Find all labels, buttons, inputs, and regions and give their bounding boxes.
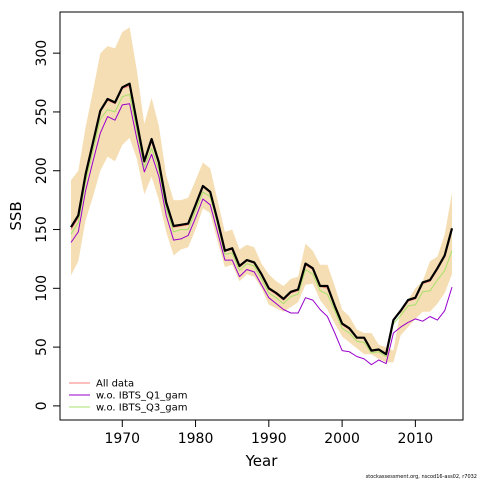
y-tick-label: 300 [34,40,50,67]
legend-label: w.o. IBTS_Q1_gam [96,391,187,402]
x-axis-title: Year [245,452,279,470]
y-axis-title: SSB [7,201,25,230]
confidence-band [71,27,452,363]
credit-text: stockassessment.org, nscod16-ass02, r703… [366,474,477,480]
y-axis: 0 50 100 150 200 250 300 [34,40,60,410]
legend-label: All data [96,379,134,390]
x-tick-label: 1990 [251,431,287,447]
plot-frame [59,11,464,421]
x-tick-label: 1980 [178,431,214,447]
y-tick-label: 50 [34,338,50,356]
y-tick-label: 250 [34,99,50,126]
x-tick-label: 2000 [324,431,360,447]
legend-item: w.o. IBTS_Q3_gam [69,403,187,414]
y-tick-label: 150 [34,216,50,243]
y-tick-label: 200 [34,157,50,184]
legend-item: All data [69,379,134,390]
legend-label: w.o. IBTS_Q3_gam [96,403,187,414]
legend-item: w.o. IBTS_Q1_gam [69,391,187,402]
x-tick-label: 2010 [398,431,434,447]
series-line-estimate [70,82,454,356]
series-line-w-o-ibts-q1-gam [70,103,453,366]
x-tick-label: 1970 [104,431,140,447]
y-tick-label: 0 [34,401,50,410]
confidence-band-layer [71,27,452,363]
y-tick-label: 100 [34,275,50,302]
x-axis: 1970 1980 1990 2000 2010 [104,420,433,447]
series-layer [70,82,454,366]
